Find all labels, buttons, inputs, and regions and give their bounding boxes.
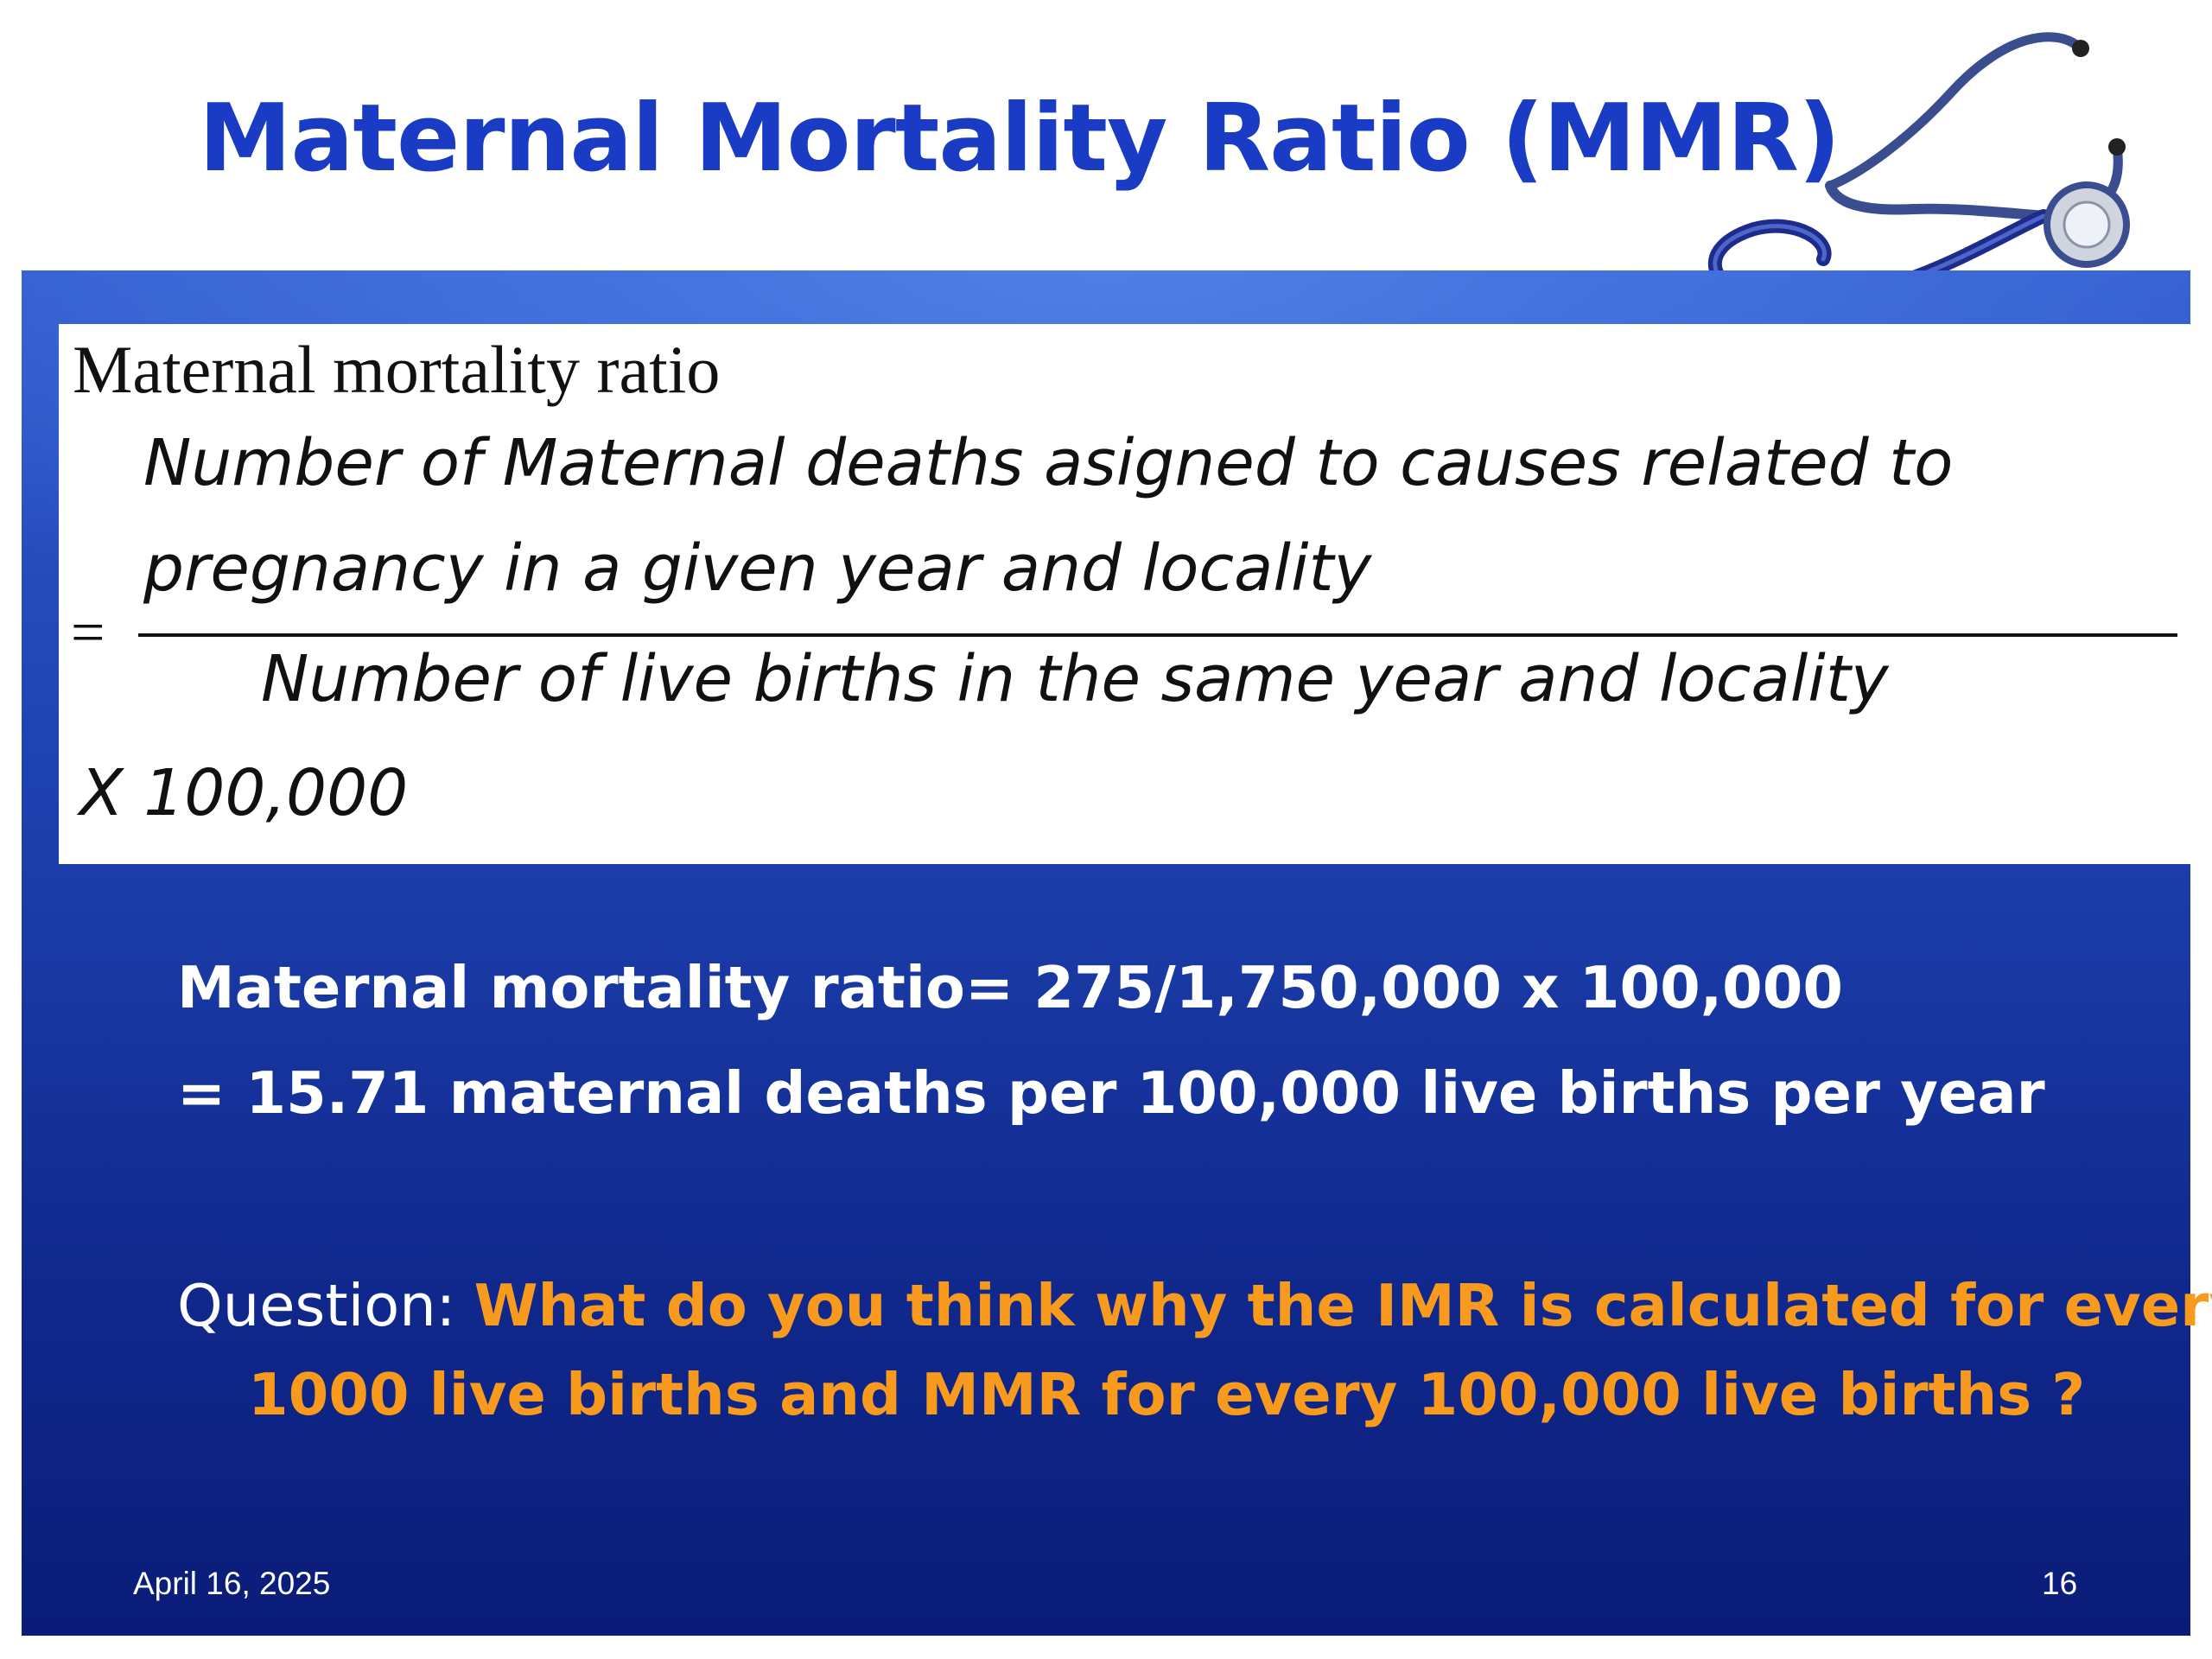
question-label: Question: (177, 1272, 456, 1339)
footer-date: April 16, 2025 (133, 1566, 331, 1601)
formula-multiplier: X 100,000 (79, 756, 409, 830)
formula-numerator-line1: Number of Maternal deaths asigned to cau… (143, 426, 1954, 500)
formula-heading: Maternal mortality ratio (73, 332, 721, 407)
question-line1: Question: What do you think why the IMR … (177, 1272, 2212, 1339)
fraction-bar (138, 633, 2177, 637)
equals-sign: = (71, 600, 105, 666)
slide-title: Maternal Mortality Ratio (MMR) (199, 85, 1840, 193)
page-number: 16 (2042, 1566, 2078, 1601)
formula-denominator: Number of live births in the same year a… (261, 642, 1889, 716)
calculation-line2: = 15.71 maternal deaths per 100,000 live… (177, 1059, 2045, 1127)
formula-numerator-line2: pregnancy in a given year and locality (143, 531, 1372, 606)
calculation-line1: Maternal mortality ratio= 275/1,750,000 … (177, 954, 1844, 1021)
question-text-line1: What do you think why the IMR is calcula… (474, 1272, 2212, 1339)
formula-box: Maternal mortality ratio Number of Mater… (59, 324, 2190, 864)
question-text-line2: 1000 live births and MMR for every 100,0… (248, 1361, 2086, 1428)
